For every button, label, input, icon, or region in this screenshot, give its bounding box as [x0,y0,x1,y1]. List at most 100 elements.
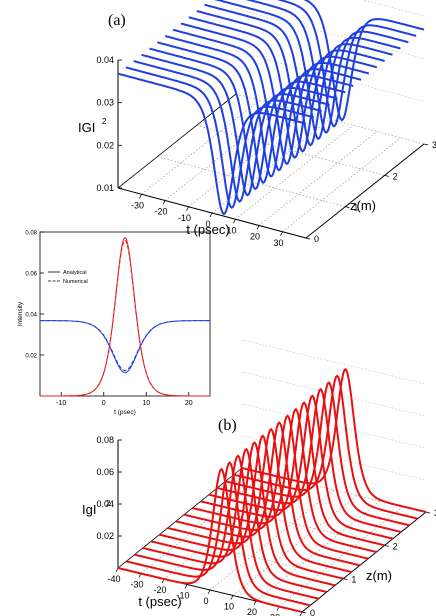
b-waterfall-curve [134,454,319,600]
a-z-tick-3 [423,143,429,146]
b-waterfall-curve [183,414,369,560]
b-z-tick-label: 1 [351,575,356,585]
a-x-tick-label: -20 [154,207,167,217]
b-x-tick-label: 10 [224,602,234,612]
b-z-tick-label: 0 [310,608,315,616]
b-x-tick-label: -20 [153,585,166,595]
b-value-tick-label: 0.04 [96,499,114,509]
a-floor-grid-z-2 [196,124,385,176]
inset-y-tick-label: 0.02 [25,354,37,360]
a-z-axis-line [305,143,425,239]
b-waterfall-curve [142,447,328,593]
b-waterfall-curve [167,427,352,573]
panel-b-label: (b) [218,417,237,434]
b-waterfall-curve [208,394,394,540]
a-z-tick-0 [305,237,311,240]
a-waterfall-curve [125,66,315,209]
b-wall-grid-0 [241,435,427,481]
a-value-tick-label: 0.01 [96,183,114,193]
b-waterfall-curve [216,387,402,533]
b-x-tick-6 [253,600,257,606]
b-z-tick-label: 2 [393,541,398,551]
b-z-tick-3 [425,511,431,514]
b-x-tick-label: 30 [270,613,280,616]
a-value-tick-label: 0.04 [96,55,114,65]
b-value-tick-label: 0.02 [96,531,114,541]
b-z-axis-line [301,511,427,613]
a-value-tick-label: 0.03 [96,98,114,108]
a-floor-grid-z-1 [157,156,346,208]
a-value-axis-title-sup: 2 [102,117,107,126]
b-z-tick-0 [301,611,307,614]
a-x-tick-3 [209,212,213,218]
b-wall-grid-1 [241,403,427,449]
b-x-tick-0 [115,567,119,573]
a-floor-grid-t-5 [258,131,378,226]
a-x-tick-0 [139,194,142,199]
a-x-tick-2 [186,206,189,211]
a-x-tick-label: 30 [273,238,283,248]
a-z-tick-2 [384,174,389,177]
a-x-tick-6 [280,231,283,236]
a-x-axis-title: t (psec) [186,222,229,237]
b-waterfall-curve [200,401,385,547]
inset-y-tick-label: 0.06 [25,272,37,278]
inset-x-tick-label: 20 [185,400,193,407]
b-x-tick-3 [184,584,188,589]
b-value-tick-label: 0.06 [96,467,114,477]
a-z-tick-label: 3 [432,140,436,150]
inset-chart: -10 0 10 20 0.02 0.04 0.06 0.08 t (psec) Intensit… [17,231,211,416]
inset-legend-label-analytical: Analytical [63,270,87,276]
a-waterfall-curve [133,60,322,203]
b-x-tick-label: -30 [130,580,143,590]
b-value-axis-title: IgI [82,502,96,517]
b-floor-grid-t-7 [278,506,404,607]
b-value-axis-title-sup: 2 [106,499,111,508]
b-waterfall-curve [126,461,311,607]
a-waterfall-curve [117,72,307,216]
a-wall-grid-2 [235,8,425,59]
b-x-axis-title: t (psec) [138,594,181,609]
a-floor-grid-t-2 [188,112,307,208]
a-x-tick-label: 10 [226,225,236,235]
a-z-tick-1 [345,206,350,209]
a-wall-grid-1 [235,51,425,102]
a-waterfall-curve [141,53,330,197]
a-x-tick-label: 20 [250,232,260,242]
b-x-tick-label: -10 [176,591,189,601]
a-floor-grid-t-4 [235,124,354,220]
inset-x-axis-title: t (psec) [114,409,136,416]
inset-series-dark-analytical-line [40,320,210,374]
b-wall-grid-3 [241,339,427,385]
panel-a-chart: -30 -20 -10 0 10 20 30 0 1 2 3 0.01 0.02 0.03 0.04 t (p… [78,0,436,248]
b-floor-left-edge [117,467,243,569]
b-x-tick-label: -40 [107,574,120,584]
a-value-axis-title: IGI [78,120,95,135]
b-waterfall-curve [175,421,361,567]
a-floor-grid-t-0 [141,99,260,195]
b-waterfall-curve [241,367,427,513]
b-x-tick-label: 0 [203,596,208,606]
b-value-tick-label: 0.08 [96,435,114,445]
inset-y-tick-label: 0.08 [25,231,37,237]
a-x-tick-4 [233,219,236,224]
b-waterfall-curve [192,407,377,553]
a-z-tick-label: 2 [393,171,398,181]
a-x-tick-label: 0 [205,219,210,229]
inset-y-axis-title: Intensity [17,301,24,326]
panel-b-chart: -40-30-20-1001020304001230.020.040.060.0… [82,339,436,616]
inset-y-tick-label: 0.04 [25,313,37,319]
b-waterfall-curve [225,381,410,527]
b-z-tick-label: 3 [434,508,436,518]
b-waterfall-curve [233,374,418,520]
inset-x-tick-label: -10 [56,400,66,407]
a-value-tick-label: 0.02 [96,140,114,150]
panel-a-label: (a) [108,12,126,29]
a-x-tick-label: -30 [131,200,144,210]
b-wall-grid-2 [241,371,427,417]
b-waterfall-curve [150,441,336,587]
b-z-axis-title: z(m) [366,568,392,583]
inset-plot-frame [39,231,211,397]
